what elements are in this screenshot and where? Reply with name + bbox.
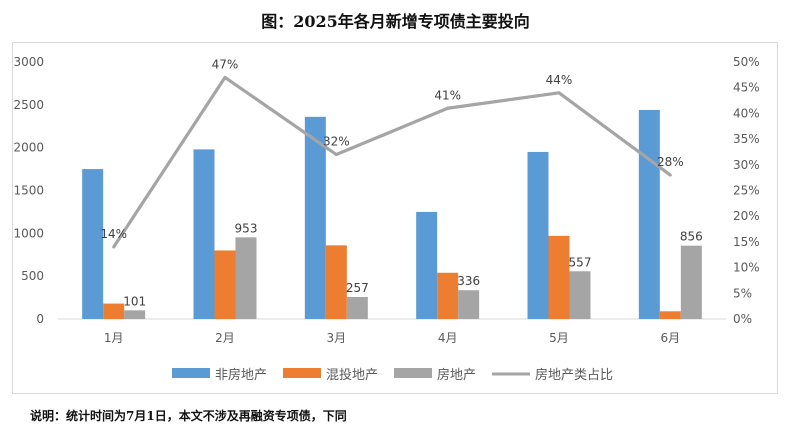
bar-非房地产-2月 (193, 149, 215, 319)
y-left-tick-label: 500 (21, 269, 44, 283)
y-left-tick-label: 0 (36, 312, 44, 326)
line-point (112, 245, 116, 249)
x-tick-label: 2月 (215, 331, 235, 345)
bar-非房地产-6月 (638, 109, 660, 320)
footnote: 说明：统计时间为7月1日，本文不涉及再融资专项债，下同 (30, 409, 347, 423)
bar-房地产-2月 (235, 237, 257, 319)
data-label-line: 41% (434, 88, 461, 102)
y-right-tick-label: 25% (733, 184, 760, 198)
data-label-line: 14% (100, 227, 127, 241)
bar-非房地产-5月 (527, 151, 549, 319)
data-label-line: 44% (546, 73, 573, 87)
data-label-bar: 336 (457, 274, 480, 288)
legend-label: 非房地产 (215, 367, 267, 383)
y-right-tick-label: 10% (733, 261, 760, 275)
bar-混投地产-6月 (659, 311, 681, 319)
x-tick-label: 3月 (327, 331, 347, 345)
line-房地产类占比 (112, 75, 672, 248)
y-right-tick-label: 0% (733, 312, 752, 326)
data-label-bar: 953 (235, 221, 258, 235)
data-label-bar: 856 (680, 230, 703, 244)
data-label-bar: 257 (346, 281, 369, 295)
y-right-tick-label: 50% (733, 55, 760, 69)
data-label-line: 32% (323, 135, 350, 149)
line-point (446, 106, 450, 110)
y-left-tick-label: 2500 (13, 98, 44, 112)
y-right-tick-label: 5% (733, 286, 752, 300)
y-right-tick-label: 30% (733, 158, 760, 172)
line-point (334, 153, 338, 157)
x-tick-label: 6月 (661, 331, 681, 345)
y-right-tick-label: 45% (733, 81, 760, 95)
data-label-line: 28% (657, 155, 684, 169)
legend-label: 房地产类占比 (535, 367, 613, 383)
x-tick-label: 4月 (438, 331, 458, 345)
chart-frame (12, 42, 778, 394)
line-point (557, 91, 561, 95)
bar-混投地产-3月 (325, 245, 347, 319)
bar-房地产-6月 (680, 245, 702, 319)
y-left-tick-label: 2000 (13, 141, 44, 155)
bar-混投地产-5月 (548, 235, 570, 319)
bar-非房地产-3月 (304, 116, 326, 320)
legend-label: 房地产 (437, 367, 476, 383)
legend-swatch-房地产 (394, 368, 432, 378)
y-right-tick-label: 35% (733, 132, 760, 146)
bar-混投地产-2月 (214, 250, 236, 319)
legend-label: 混投地产 (326, 367, 378, 383)
y-right-tick-label: 40% (733, 106, 760, 120)
bar-房地产-4月 (458, 290, 480, 319)
chart-title: 图：2025年各月新增专项债主要投向 (261, 12, 530, 31)
bar-混投地产-1月 (103, 303, 125, 319)
y-left-tick-label: 3000 (13, 55, 44, 69)
bar-房地产-5月 (569, 271, 591, 319)
y-right-tick-label: 15% (733, 235, 760, 249)
x-tick-label: 1月 (104, 331, 124, 345)
line-point (668, 173, 672, 177)
bar-房地产-1月 (124, 310, 146, 319)
legend-swatch-非房地产 (172, 368, 210, 378)
legend-swatch-混投地产 (283, 368, 321, 378)
y-left-tick-label: 1000 (13, 226, 44, 240)
y-right-tick-label: 20% (733, 209, 760, 223)
y-left-tick-label: 1500 (13, 184, 44, 198)
data-label-line: 47% (212, 57, 239, 71)
bar-非房地产-1月 (82, 169, 104, 319)
data-label-bar: 101 (123, 294, 146, 308)
bar-非房地产-4月 (416, 211, 438, 319)
x-tick-label: 5月 (549, 331, 569, 345)
line-point (223, 75, 227, 79)
bar-房地产-3月 (346, 296, 368, 319)
bar-混投地产-4月 (437, 272, 459, 319)
data-label-bar: 557 (569, 255, 592, 269)
